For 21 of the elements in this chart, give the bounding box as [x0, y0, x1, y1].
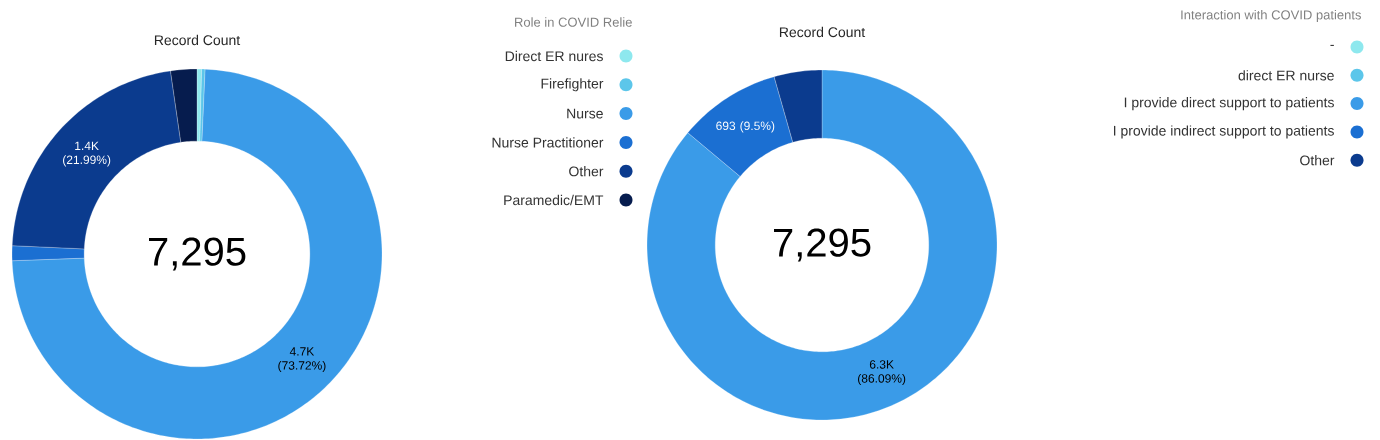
data-label: 6.3K (86.09%)	[858, 360, 906, 386]
legend-label: I provide direct support to patients	[1124, 97, 1334, 111]
legend-title: Role in COVID Relie	[515, 17, 632, 27]
legend-label: I provide indirect support to patients	[1113, 125, 1334, 139]
legend-label: -	[1330, 44, 1334, 46]
chart-title: Record Count	[154, 34, 241, 46]
legend-label: Other	[569, 166, 604, 177]
legend-label: direct ER nurse	[1238, 70, 1334, 81]
chart-title: Record Count	[779, 26, 866, 38]
data-label: 1.4K (21.99%)	[63, 141, 111, 167]
legend-label: Direct ER nures	[505, 50, 603, 62]
legend-label: Firefighter	[541, 78, 604, 92]
legend-label: Nurse	[567, 108, 603, 119]
data-label: 4.7K (73.72%)	[278, 347, 326, 373]
legend-label: Paramedic/EMT	[504, 194, 604, 206]
legend-title: Interaction with COVID patients	[1181, 9, 1361, 23]
text: 7,295	[774, 228, 871, 262]
text: 7,295	[149, 237, 246, 271]
legend-label: Other	[1300, 155, 1335, 166]
data-label: 693 (9.5%)	[716, 121, 775, 133]
legend-label: Nurse Practitioner	[492, 137, 604, 148]
